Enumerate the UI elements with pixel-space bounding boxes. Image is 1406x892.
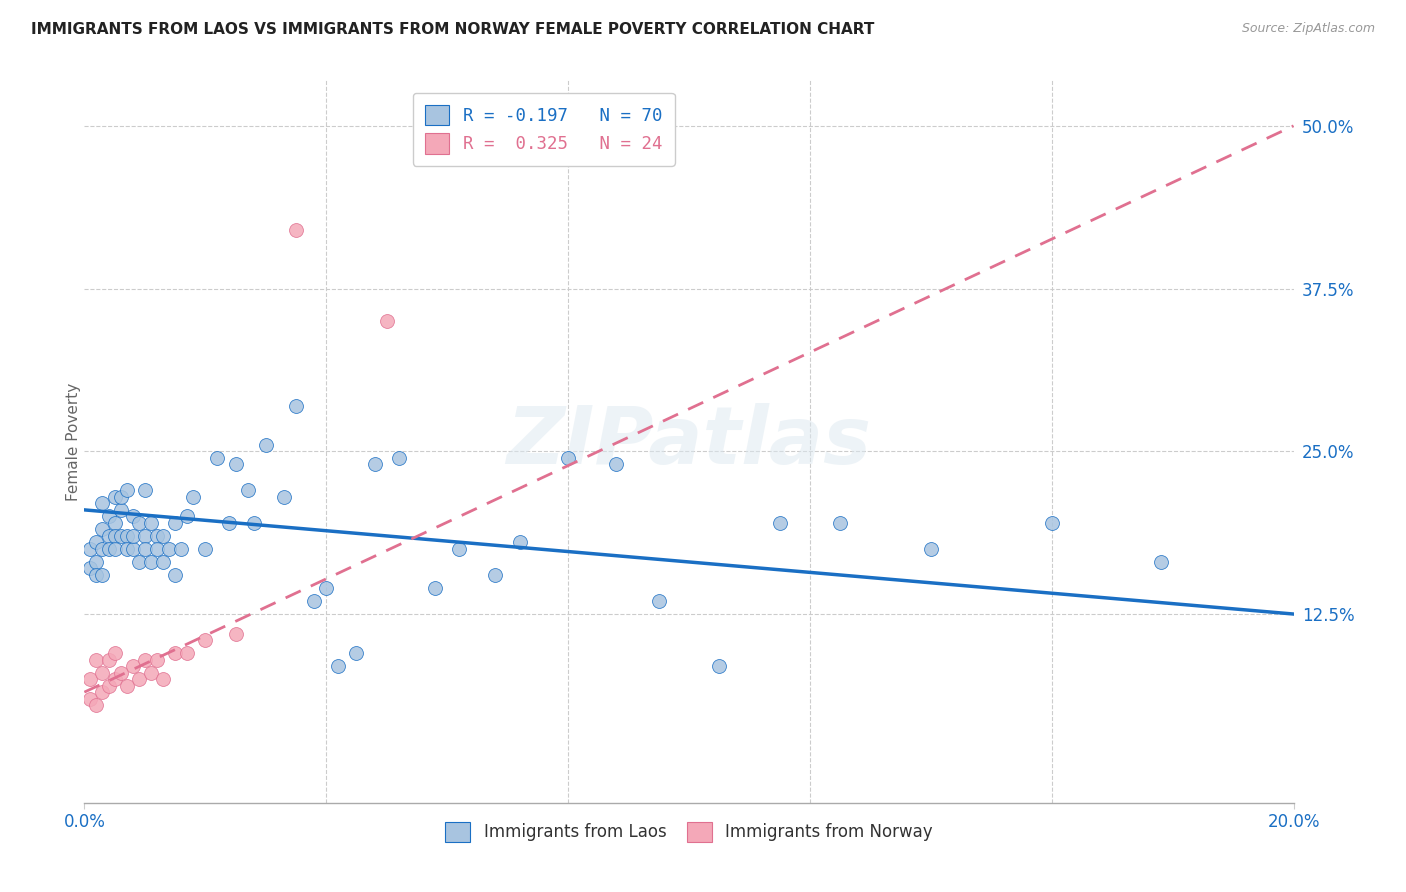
Point [1149,555,1171,569]
Point [110,529,132,543]
Point [134,483,156,498]
Point [115,679,138,693]
Point [484,568,506,582]
Point [315,581,337,595]
Point [79,672,101,686]
Point [86,568,108,582]
Point [79,541,101,556]
Point [218,516,240,530]
Point [194,541,217,556]
Point [225,626,247,640]
Point [225,458,247,472]
Point [110,665,132,680]
Point [648,594,671,608]
Point [181,490,204,504]
Point [388,450,411,465]
Y-axis label: Female Poverty: Female Poverty [66,383,80,500]
Point [302,594,325,608]
Point [121,659,143,673]
Point [273,490,295,504]
Point [509,535,531,549]
Point [97,541,120,556]
Point [139,555,162,569]
Point [449,541,471,556]
Point [86,555,108,569]
Point [110,503,132,517]
Point [115,529,138,543]
Point [423,581,446,595]
Point [207,450,229,465]
Point [152,672,174,686]
Point [139,516,162,530]
Point [97,509,120,524]
Point [97,652,120,666]
Point [1040,516,1063,530]
Point [830,516,852,530]
Point [104,672,127,686]
Point [86,535,108,549]
Point [134,541,156,556]
Point [605,458,627,472]
Point [97,529,120,543]
Point [709,659,731,673]
Point [91,541,114,556]
Point [769,516,792,530]
Point [121,529,143,543]
Point [176,646,198,660]
Point [104,541,127,556]
Point [86,652,108,666]
Point [236,483,259,498]
Point [242,516,264,530]
Point [91,568,114,582]
Point [146,652,169,666]
Text: Source: ZipAtlas.com: Source: ZipAtlas.com [1241,22,1375,36]
Point [254,438,277,452]
Point [165,568,187,582]
Point [104,646,127,660]
Point [128,516,150,530]
Point [328,659,350,673]
Point [134,529,156,543]
Point [128,555,150,569]
Point [285,399,308,413]
Text: ZIPatlas: ZIPatlas [506,402,872,481]
Point [146,541,169,556]
Point [121,541,143,556]
Point [146,529,169,543]
Point [134,652,156,666]
Point [139,665,162,680]
Point [194,633,217,648]
Point [121,509,143,524]
Point [79,561,101,575]
Point [91,665,114,680]
Point [91,496,114,510]
Point [91,685,114,699]
Point [91,523,114,537]
Point [920,541,942,556]
Point [104,529,127,543]
Point [557,450,579,465]
Point [346,646,368,660]
Point [110,490,132,504]
Point [115,541,138,556]
Point [97,679,120,693]
Text: IMMIGRANTS FROM LAOS VS IMMIGRANTS FROM NORWAY FEMALE POVERTY CORRELATION CHART: IMMIGRANTS FROM LAOS VS IMMIGRANTS FROM … [31,22,875,37]
Point [115,483,138,498]
Point [285,223,308,237]
Point [165,646,187,660]
Point [128,672,150,686]
Point [176,509,198,524]
Point [152,529,174,543]
Point [152,555,174,569]
Point [375,314,398,328]
Legend: Immigrants from Laos, Immigrants from Norway: Immigrants from Laos, Immigrants from No… [439,815,939,848]
Point [170,541,193,556]
Point [165,516,187,530]
Point [104,516,127,530]
Point [79,691,101,706]
Point [104,490,127,504]
Point [157,541,180,556]
Point [363,458,385,472]
Point [86,698,108,713]
